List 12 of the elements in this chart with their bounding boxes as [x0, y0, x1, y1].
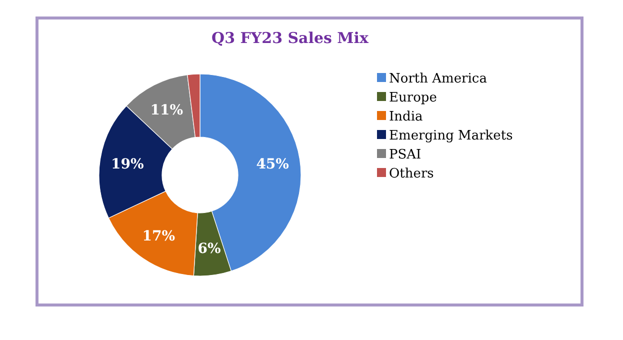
legend-label: Others	[389, 166, 434, 182]
legend-label: India	[389, 110, 423, 125]
legend-label: Emerging Markets	[389, 128, 513, 144]
legend-label: PSAI	[389, 148, 422, 163]
legend-label: Europe	[389, 90, 438, 106]
legend-label: North America	[389, 72, 488, 87]
chart-title: Q3 FY23 Sales Mix	[212, 29, 370, 47]
data-label: 11%	[150, 102, 184, 118]
data-label: 6%	[198, 240, 221, 257]
data-label: 17%	[142, 228, 176, 245]
data-label: 19%	[111, 156, 144, 172]
data-label: 45%	[256, 156, 289, 172]
